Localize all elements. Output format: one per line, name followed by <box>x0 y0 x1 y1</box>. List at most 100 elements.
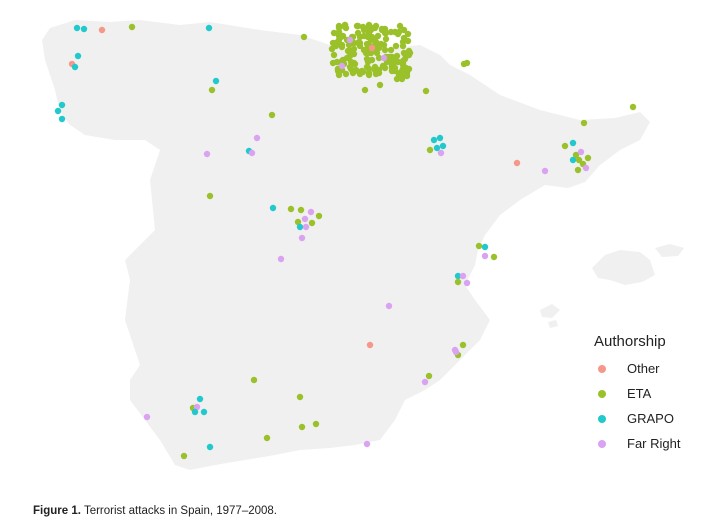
attack-point <box>399 61 407 69</box>
attack-point <box>390 65 398 73</box>
attack-point <box>375 66 383 74</box>
attack-point <box>315 212 323 220</box>
attack-point <box>365 21 373 29</box>
attack-point <box>368 56 376 64</box>
attack-point <box>463 279 471 287</box>
attack-point <box>382 35 390 43</box>
attack-point <box>400 26 408 34</box>
attack-point <box>490 253 498 261</box>
attack-point <box>422 87 430 95</box>
attack-point <box>380 54 388 62</box>
attack-point <box>363 55 371 63</box>
attack-point <box>269 204 277 212</box>
attack-point <box>301 215 309 223</box>
attack-point <box>58 115 66 123</box>
attack-point <box>335 28 343 36</box>
legend-label: Far Right <box>627 436 681 451</box>
attack-point <box>385 53 393 61</box>
attack-point <box>393 52 401 60</box>
attack-point <box>367 26 375 34</box>
attack-point <box>206 443 214 451</box>
attack-point <box>397 68 405 76</box>
attack-point <box>296 223 304 231</box>
figure-caption: Figure 1. Terrorist attacks in Spain, 19… <box>33 505 277 517</box>
attack-point <box>341 21 349 29</box>
attack-point <box>436 134 444 142</box>
attack-point <box>376 81 384 89</box>
attack-point <box>352 66 360 74</box>
ibiza <box>540 304 560 318</box>
legend-swatch-other <box>598 364 606 373</box>
attack-point <box>268 111 276 119</box>
attack-point <box>143 413 151 421</box>
attack-point <box>394 30 402 38</box>
attack-point <box>250 376 258 384</box>
attack-point <box>454 278 462 286</box>
attack-point <box>392 42 400 50</box>
attack-point <box>513 159 521 167</box>
attack-point <box>367 36 375 44</box>
attack-points <box>54 21 637 460</box>
attack-point <box>346 63 354 71</box>
legend-item-eta: ETA <box>594 381 704 406</box>
attack-point <box>437 149 445 157</box>
attack-point <box>584 154 592 162</box>
attack-point <box>302 223 310 231</box>
attack-point <box>481 252 489 260</box>
attack-point <box>308 219 316 227</box>
attack-point <box>398 75 406 83</box>
attack-point <box>368 44 376 52</box>
attack-point <box>330 29 338 37</box>
attack-point <box>347 58 355 66</box>
attack-point <box>339 56 347 64</box>
attack-point <box>328 45 336 53</box>
attack-point <box>312 420 320 428</box>
attack-point <box>335 71 343 79</box>
attack-point <box>375 54 383 62</box>
attack-point <box>335 36 343 44</box>
attack-point <box>452 348 460 356</box>
attack-point <box>439 142 447 150</box>
mallorca <box>592 250 655 285</box>
legend-item-grapo: GRAPO <box>594 406 704 431</box>
attack-point <box>300 33 308 41</box>
attack-point <box>354 29 362 37</box>
attack-point <box>208 86 216 94</box>
legend-label: ETA <box>627 386 652 401</box>
legend-item-other: Other <box>594 356 704 381</box>
attack-point <box>128 23 136 31</box>
attack-point <box>426 146 434 154</box>
formentera <box>548 320 558 328</box>
attack-point <box>297 206 305 214</box>
attack-point <box>459 272 467 280</box>
attack-point <box>263 434 271 442</box>
legend-label: Other <box>627 361 660 376</box>
attack-point <box>296 393 304 401</box>
attack-point <box>463 59 471 67</box>
attack-point <box>378 26 386 34</box>
attack-point <box>569 139 577 147</box>
attack-point <box>396 22 404 30</box>
attack-point <box>205 24 213 32</box>
attack-point <box>98 26 106 34</box>
attack-point <box>379 62 387 70</box>
attack-point <box>287 205 295 213</box>
attack-point <box>575 156 583 164</box>
attack-point <box>354 22 362 30</box>
attack-point <box>338 41 346 49</box>
attack-point <box>569 156 577 164</box>
attack-point <box>374 32 382 40</box>
attack-point <box>405 65 413 73</box>
attack-point <box>58 101 66 109</box>
attack-point <box>582 164 590 172</box>
attack-point <box>347 47 355 55</box>
attack-point <box>381 46 389 54</box>
attack-point <box>191 408 199 416</box>
legend-swatch-eta <box>598 389 606 398</box>
spain-map <box>40 20 684 470</box>
legend-swatch-grapo <box>598 414 606 423</box>
attack-point <box>385 302 393 310</box>
attack-point <box>361 86 369 94</box>
caption-text: Terrorist attacks in Spain, 1977–2008. <box>83 505 277 517</box>
attack-point <box>454 272 462 280</box>
